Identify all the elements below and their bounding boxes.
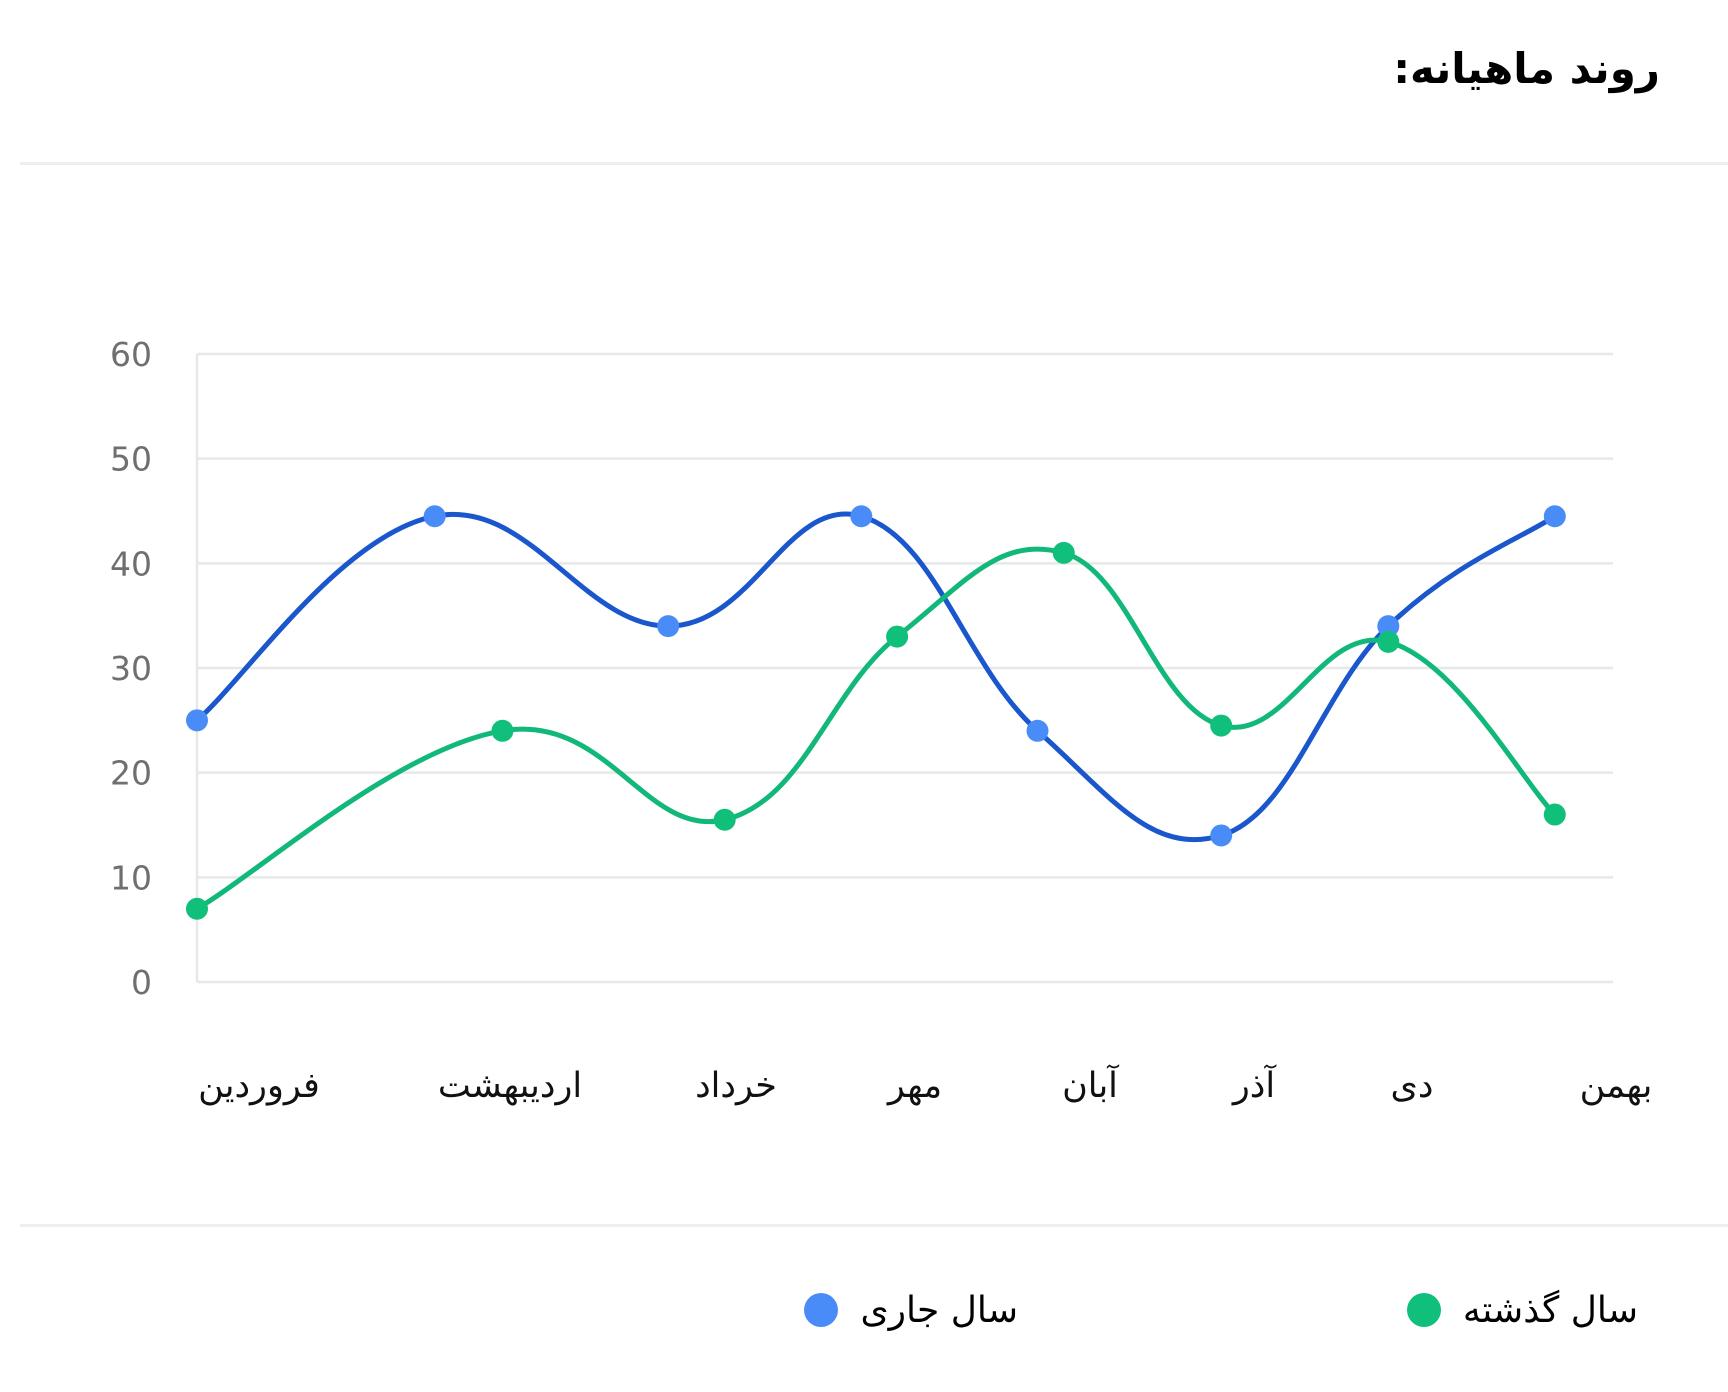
data-point (423, 505, 446, 528)
legend-item-last-year[interactable]: سال گذشته (1406, 1270, 1638, 1350)
data-point (1377, 615, 1400, 638)
data-point (1210, 824, 1233, 847)
data-point (713, 808, 736, 831)
x-tick-label: دی (1391, 1066, 1434, 1106)
data-point (186, 897, 208, 920)
x-tick-label: آبان (1062, 1063, 1120, 1106)
y-tick-label: 0 (131, 963, 152, 1002)
x-tick-label: بهمن (1580, 1066, 1653, 1106)
data-point (491, 719, 514, 742)
grid-layer (195, 352, 1613, 984)
y-tick-label: 20 (110, 754, 152, 793)
y-tick-label: 50 (110, 440, 152, 479)
axis-layer: 0 10 20 30 40 50 60 فروردین اردیبهشت خرداد مهر آبان… (110, 335, 1652, 1106)
x-tick-label: مهر (886, 1066, 942, 1106)
data-point (1052, 541, 1075, 564)
x-tick-label: آذر (1231, 1063, 1277, 1106)
data-point (1543, 803, 1566, 826)
page-title: روند ماهیانه: (1393, 44, 1660, 93)
y-tick-label: 10 (110, 858, 152, 897)
x-tick-label: خرداد (695, 1066, 777, 1106)
legend-label: سال گذشته (1462, 1289, 1638, 1331)
legend-marker-dot (804, 1293, 839, 1327)
series-layer (194, 511, 1558, 912)
chart-area: 0 10 20 30 40 50 60 فروردین اردیبهشت خرداد مهر آبان… (0, 165, 1728, 1225)
x-tick-label: اردیبهشت (438, 1066, 582, 1106)
line-chart: 0 10 20 30 40 50 60 فروردین اردیبهشت خرداد مهر آبان… (110, 335, 1652, 1106)
data-point (850, 505, 873, 528)
data-point (1026, 719, 1049, 742)
legend-divider (20, 1224, 1728, 1227)
data-point (186, 709, 208, 732)
data-point (1377, 630, 1400, 653)
data-point (1543, 505, 1566, 528)
x-tick-label: فروردین (198, 1066, 320, 1106)
data-point (657, 615, 680, 638)
legend: سال گذشته سال جاری (0, 1270, 1728, 1350)
y-tick-label: 40 (110, 544, 152, 583)
data-point (1210, 714, 1233, 737)
marker-layer (186, 505, 1566, 920)
legend-label: سال جاری (860, 1289, 1018, 1331)
legend-item-current-year[interactable]: سال جاری (804, 1270, 1018, 1350)
card-header: روند ماهیانه: (20, 0, 1728, 165)
legend-marker-dot (1406, 1293, 1441, 1327)
y-tick-label: 60 (110, 335, 152, 374)
data-point (886, 625, 909, 648)
y-tick-label: 30 (110, 649, 152, 688)
series-line (194, 546, 1558, 912)
